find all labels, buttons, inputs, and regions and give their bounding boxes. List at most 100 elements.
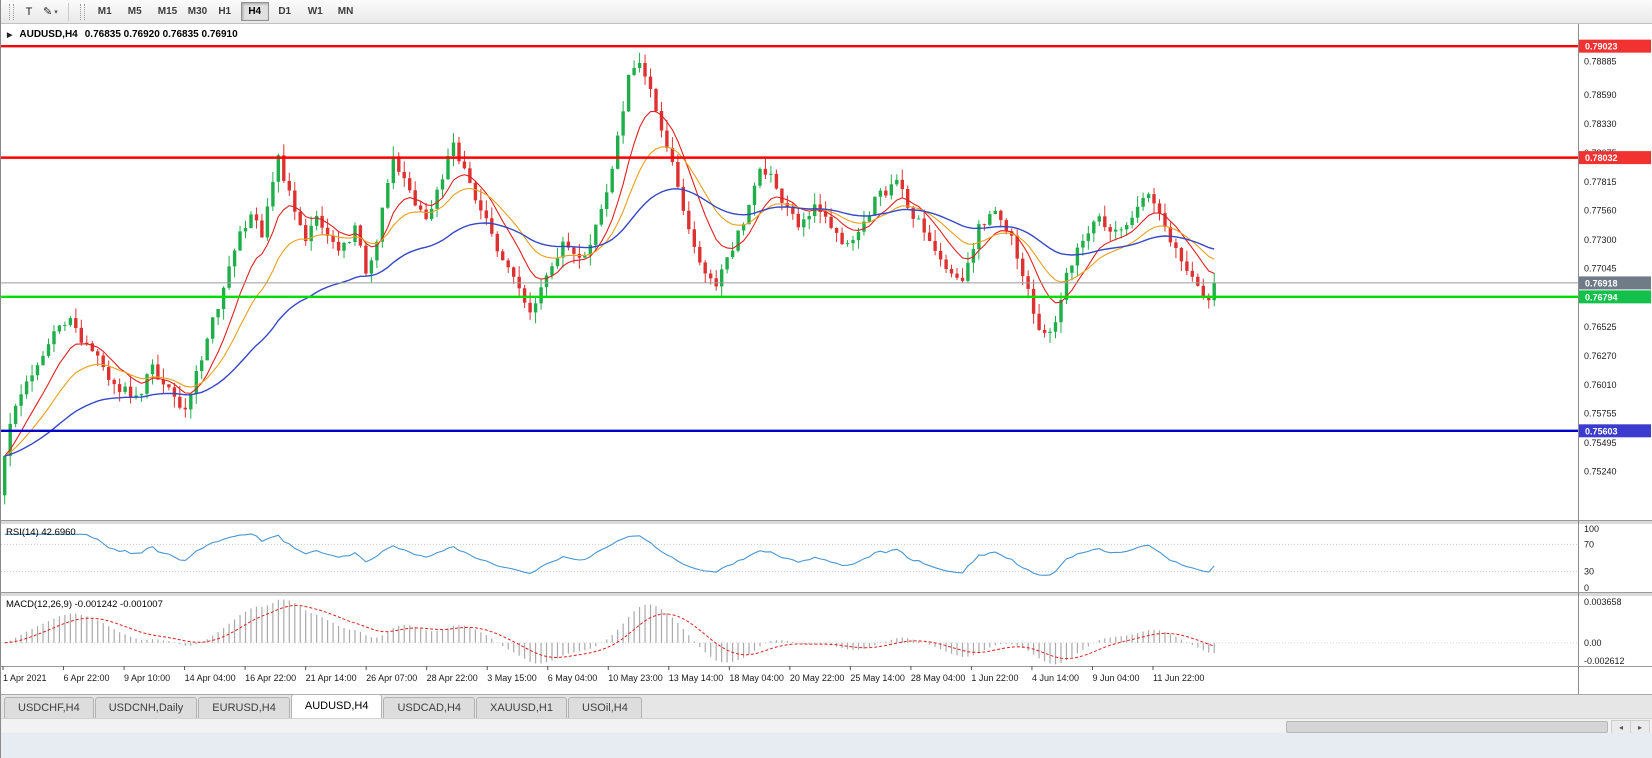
time-axis-label: 16 Apr 22:00: [245, 673, 296, 683]
time-axis-label: 10 May 23:00: [608, 673, 663, 683]
price-axis-label: 0.75495: [1584, 438, 1617, 448]
time-axis-label: 20 May 22:00: [790, 673, 845, 683]
price-badge: 0.75603: [1579, 424, 1651, 438]
svg-text:0.75603: 0.75603: [1585, 426, 1618, 436]
chevron-down-icon: ▾: [54, 8, 58, 16]
svg-text:0.79023: 0.79023: [1585, 42, 1618, 52]
price-axis-label: 0.76010: [1584, 380, 1617, 390]
price-axis-label: 0.78330: [1584, 119, 1617, 129]
time-axis-label: 4 Jun 14:00: [1032, 673, 1079, 683]
ma-line-45: [4, 188, 1215, 457]
chart-canvas[interactable]: 0.788850.785900.783300.780750.778150.775…: [1, 24, 1652, 694]
timeframe-button-mn[interactable]: MN: [331, 2, 359, 21]
price-badge: 0.76918: [1579, 276, 1651, 290]
timeframe-toolbar: M1 M5 M15 M30 H1 H4 D1 W1 MN: [90, 2, 360, 21]
toolbar-grip[interactable]: [9, 3, 14, 20]
symbol-tab-usdchf[interactable]: USDCHF,H4: [4, 697, 94, 718]
price-axis-label: 0.77045: [1584, 264, 1617, 274]
toolbar-separator: [67, 2, 69, 21]
chart-pointer-icon: ▶: [7, 31, 13, 39]
pencil-icon: ✎: [43, 6, 53, 18]
time-axis-label: 21 Apr 14:00: [306, 673, 357, 683]
horizontal-scrollbar[interactable]: ◂ ▸: [1, 718, 1652, 734]
price-badge: 0.76794: [1579, 290, 1651, 304]
svg-text:0.76918: 0.76918: [1585, 278, 1618, 288]
price-axis: 0.788850.785900.783300.780750.778150.775…: [1584, 57, 1617, 477]
rsi-line: [4, 533, 1215, 576]
symbol-tab-usdcad[interactable]: USDCAD,H4: [383, 697, 476, 718]
time-axis-label: 9 Jun 04:00: [1092, 673, 1139, 683]
scroll-left-icon[interactable]: ◂: [1611, 720, 1631, 734]
symbol-tab-eurusd[interactable]: EURUSD,H4: [198, 697, 290, 718]
macd-histogram: [9, 599, 1215, 665]
price-axis-label: 0.75240: [1584, 467, 1617, 477]
macd-axis-label: 0.003658: [1584, 597, 1622, 607]
symbol-tab-audusd[interactable]: AUDUSD,H4: [290, 694, 383, 718]
rsi-label: RSI(14) 42.6960: [6, 527, 76, 538]
rsi-axis-label: 30: [1584, 567, 1594, 577]
chart-ohlc-values: 0.76835 0.76920 0.76835 0.76910: [84, 29, 238, 40]
macd-label: MACD(12,26,9) -0.001242 -0.001007: [6, 599, 163, 610]
timeframe-button-d1[interactable]: D1: [271, 2, 299, 21]
price-axis-label: 0.78885: [1584, 57, 1617, 67]
timeframe-button-m1[interactable]: M1: [91, 2, 119, 21]
timeframe-button-h4[interactable]: H4: [240, 2, 269, 21]
time-axis-label: 25 May 14:00: [850, 673, 905, 683]
scrollbar-thumb[interactable]: [1286, 721, 1608, 733]
toolbar-button-t[interactable]: T: [19, 2, 39, 22]
rsi-axis-label: 70: [1584, 539, 1594, 549]
symbol-tab-xauusd[interactable]: XAUUSD,H1: [476, 697, 567, 718]
ma-line-9: [4, 110, 1215, 457]
macd-signal-line: [4, 604, 1215, 660]
time-axis-label: 13 May 14:00: [669, 673, 724, 683]
time-axis-label: 3 May 15:00: [487, 673, 537, 683]
price-badge: 0.78032: [1579, 151, 1651, 165]
price-axis-label: 0.77560: [1584, 206, 1617, 216]
rsi-axis-label: 100: [1584, 524, 1599, 534]
price-axis-label: 0.77300: [1584, 235, 1617, 245]
svg-text:0.78032: 0.78032: [1585, 153, 1618, 163]
time-axis-label: 28 May 04:00: [911, 673, 966, 683]
time-axis-label: 18 May 04:00: [729, 673, 784, 683]
time-axis-label: 1 Jun 22:00: [971, 673, 1018, 683]
price-axis-label: 0.76270: [1584, 351, 1617, 361]
timeframe-button-m5[interactable]: M5: [121, 2, 149, 21]
symbol-tab-usdcnh[interactable]: USDCNH,Daily: [94, 697, 198, 718]
ma-line-18: [4, 146, 1215, 457]
time-axis-label: 14 Apr 04:00: [185, 673, 236, 683]
price-axis-label: 0.75755: [1584, 409, 1617, 419]
macd-axis-label: 0.00: [1584, 638, 1602, 648]
timeframe-button-w1[interactable]: W1: [301, 2, 329, 21]
time-axis-label: 26 Apr 07:00: [366, 673, 417, 683]
chart-title: ▶ AUDUSD,H4 0.76835 0.76920 0.76835 0.76…: [7, 29, 238, 40]
time-axis-label: 1 Apr 2021: [3, 673, 47, 683]
svg-text:0.76794: 0.76794: [1585, 292, 1618, 302]
timeframe-button-h1[interactable]: H1: [211, 2, 239, 21]
time-axis-label: 28 Apr 22:00: [427, 673, 478, 683]
time-axis-label: 11 Jun 22:00: [1153, 673, 1204, 683]
price-badge: 0.79023: [1579, 39, 1651, 53]
pane-splitter[interactable]: [1, 520, 1652, 524]
toolbar: T ✎ ▾ M1 M5 M15 M30 H1 H4 D1 W1 MN: [1, 0, 1652, 24]
price-axis-label: 0.77815: [1584, 177, 1617, 187]
bottom-strip: [1, 733, 1652, 758]
timeframe-button-m15[interactable]: M15: [151, 2, 179, 21]
price-axis-label: 0.78590: [1584, 90, 1617, 100]
timeframe-button-m30[interactable]: M30: [181, 2, 209, 21]
chart-tabbar: USDCHF,H4 USDCNH,Daily EURUSD,H4 AUDUSD,H4 U…: [1, 694, 1652, 718]
time-axis-label: 9 Apr 10:00: [124, 673, 170, 683]
chart-region: 0.788850.785900.783300.780750.778150.775…: [1, 24, 1652, 694]
macd-axis-label: -0.002612: [1584, 656, 1625, 666]
chart-symbol-label: AUDUSD,H4: [19, 29, 78, 40]
pane-splitter[interactable]: [1, 592, 1652, 596]
price-axis-label: 0.76525: [1584, 322, 1617, 332]
scroll-right-icon[interactable]: ▸: [1630, 720, 1650, 734]
toolbar-grip[interactable]: [79, 3, 85, 20]
symbol-tab-usoil[interactable]: USOil,H4: [568, 697, 642, 718]
time-axis-label: 6 May 04:00: [548, 673, 598, 683]
rsi-axis-label: 0: [1584, 583, 1589, 593]
candlestick-series: [3, 52, 1216, 505]
time-axis-label: 6 Apr 22:00: [64, 673, 110, 683]
draw-tool-button[interactable]: ✎ ▾: [39, 2, 62, 22]
